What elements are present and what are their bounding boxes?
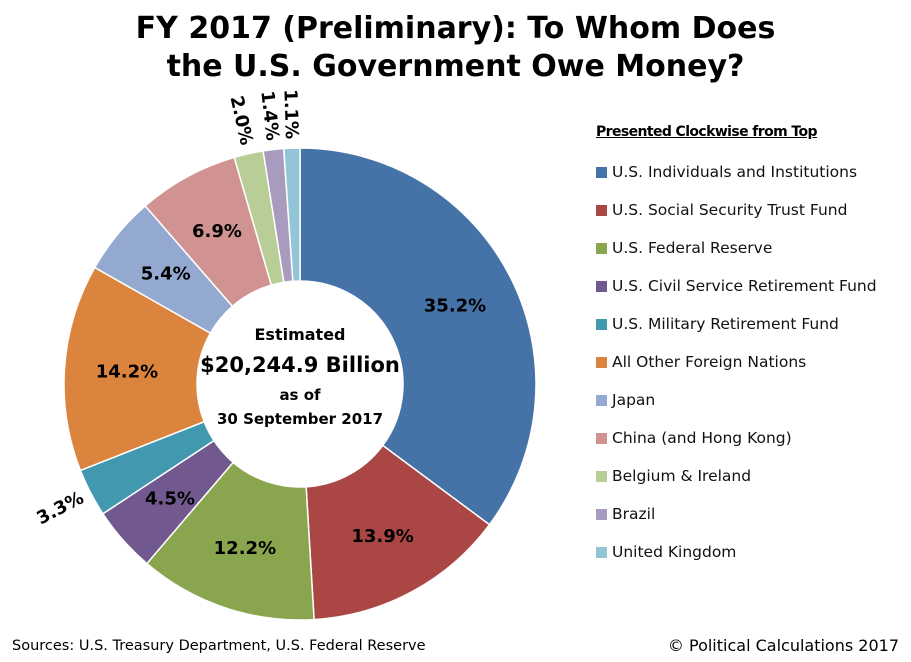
legend-label: U.S. Civil Service Retirement Fund [612,277,877,295]
legend-swatch [596,508,607,520]
legend-swatch [596,470,607,482]
title-line-2: the U.S. Government Owe Money? [166,49,745,84]
slice-2 [145,461,315,621]
legend-swatch [596,204,607,216]
legend-item: Brazil [596,494,877,534]
legend-item: U.S. Social Security Trust Fund [596,190,877,230]
data-label-3: 4.5% [145,488,195,509]
legend-item: United Kingdom [596,532,877,572]
legend-item: U.S. Federal Reserve [596,228,877,268]
legend-item: U.S. Military Retirement Fund [596,304,877,344]
slice-10 [282,147,301,283]
data-label-5: 14.2% [96,361,158,382]
legend-title: Presented Clockwise from Top [596,124,817,140]
slice-1 [305,444,491,621]
legend-item: China (and Hong Kong) [596,418,877,458]
legend-label: U.S. Individuals and Institutions [612,163,858,181]
legend-swatch [596,546,607,558]
legend-swatch [596,432,607,444]
legend-label: China (and Hong Kong) [612,429,792,447]
slice-0 [299,147,537,526]
legend-item: U.S. Individuals and Institutions [596,152,877,192]
legend-item: U.S. Civil Service Retirement Fund [596,266,877,306]
legend-label: U.S. Social Security Trust Fund [612,201,848,219]
legend-item: Belgium & Ireland [596,456,877,496]
legend-label: Belgium & Ireland [612,467,752,485]
legend-label: U.S. Military Retirement Fund [612,315,839,333]
copyright: © Political Calculations 2017 [667,636,899,655]
center-text-3: 30 September 2017 [217,410,383,428]
legend-swatch [596,394,607,406]
legend-swatch [596,242,607,254]
legend: Presented Clockwise from Top U.S. Indivi… [596,124,877,572]
legend-item: Japan [596,380,877,420]
data-label-4: 3.3% [33,488,87,530]
chart-title: FY 2017 (Preliminary): To Whom Does the … [0,10,911,86]
data-label-2: 12.2% [214,538,276,559]
legend-swatch [596,356,607,368]
legend-label: Japan [612,391,656,409]
center-text-1: $20,244.9 Billion [200,353,400,377]
center-text-0: Estimated [254,325,345,344]
data-label-8: 2.0% [225,94,256,147]
title-line-1: FY 2017 (Preliminary): To Whom Does [135,11,776,46]
legend-swatch [596,318,607,330]
data-label-7: 6.9% [192,221,242,242]
data-label-10: 1.1% [279,89,302,140]
legend-swatch [596,280,607,292]
legend-label: U.S. Federal Reserve [612,239,773,257]
sources-note: Sources: U.S. Treasury Department, U.S. … [12,638,426,654]
data-label-6: 5.4% [141,264,191,285]
legend-swatch [596,166,607,178]
slice-5 [63,266,212,472]
data-label-9: 1.4% [256,90,282,142]
legend-label: United Kingdom [612,543,737,561]
legend-label: Brazil [612,505,656,523]
center-text-2: as of [279,386,321,404]
legend-item: All Other Foreign Nations [596,342,877,382]
legend-label: All Other Foreign Nations [612,353,807,371]
data-label-1: 13.9% [351,526,413,547]
data-label-0: 35.2% [424,296,486,317]
